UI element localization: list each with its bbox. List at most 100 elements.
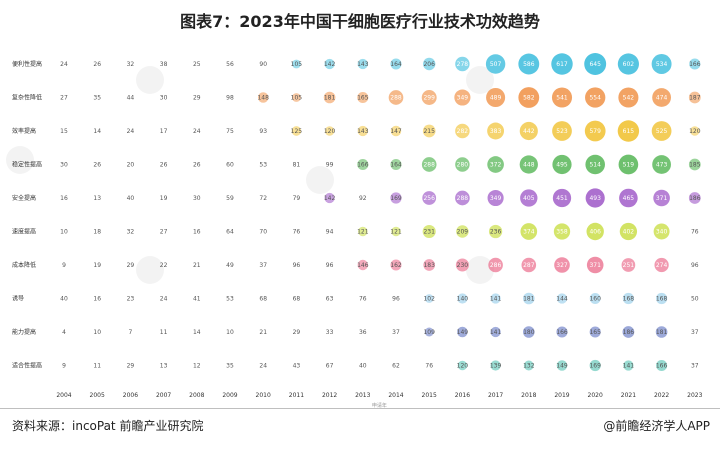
value-label: 37 xyxy=(392,329,400,336)
bubble-mark xyxy=(324,58,335,70)
bubble-mark xyxy=(688,192,701,204)
value-label: 493 xyxy=(589,195,601,202)
watermark-logo xyxy=(136,256,164,284)
bubble-mark xyxy=(291,93,301,102)
bubble-mark xyxy=(689,58,701,70)
value-label: 68 xyxy=(259,296,267,303)
value-label: 32 xyxy=(127,229,135,236)
value-label: 146 xyxy=(357,262,369,269)
bubble-mark xyxy=(653,223,670,240)
series-row: 效率提高 15 14 24 17 24 75 93 125 120 143 147 215 282 383 4… xyxy=(12,120,701,142)
value-label: 105 xyxy=(291,95,303,102)
value-label: 10 xyxy=(226,329,234,336)
value-label: 24 xyxy=(160,296,168,303)
bubble-mark xyxy=(455,56,470,72)
series-row: 适合性提高 9 11 29 13 12 35 24 43 67 40 62 76 120 139 132 149… xyxy=(12,359,699,372)
bubble-mark xyxy=(589,359,601,372)
bubble-mark xyxy=(523,326,535,338)
x-tick-label: 2013 xyxy=(355,392,370,399)
x-tick-label: 2004 xyxy=(56,392,71,399)
value-label: 164 xyxy=(390,61,402,68)
value-label: 181 xyxy=(324,95,336,102)
value-label: 406 xyxy=(589,229,601,236)
value-label: 448 xyxy=(523,162,535,169)
series-row: 诱导 40 16 23 24 41 53 68 68 63 76 96 102 140 141 181 144 1… xyxy=(12,292,699,305)
value-label: 30 xyxy=(60,162,68,169)
x-tick-label: 2020 xyxy=(588,392,603,399)
bubble-mark xyxy=(552,154,572,175)
x-tick-label: 2019 xyxy=(554,392,569,399)
value-label: 489 xyxy=(490,95,502,102)
bubble-mark xyxy=(291,126,302,136)
x-tick-label: 2018 xyxy=(521,392,536,399)
x-axis-caption: 申请年 xyxy=(372,402,387,408)
watermark-logo xyxy=(136,66,164,94)
value-label: 81 xyxy=(293,162,301,169)
value-label: 180 xyxy=(523,329,535,336)
value-label: 617 xyxy=(556,61,568,68)
bubble-mark xyxy=(423,57,436,71)
row-label: 复杂性降低 xyxy=(12,94,42,102)
bubble-mark xyxy=(521,257,537,273)
value-label: 41 xyxy=(193,296,201,303)
value-label: 534 xyxy=(656,61,668,68)
series-row: 稳定性提高 30 26 20 26 26 60 53 81 99 166 164 288 280 372 44… xyxy=(12,154,701,175)
value-label: 602 xyxy=(623,61,635,68)
value-label: 18 xyxy=(93,229,101,236)
value-label: 274 xyxy=(656,262,668,269)
bubble-mark xyxy=(357,91,369,104)
bubble-mark xyxy=(457,293,468,304)
value-label: 286 xyxy=(490,262,502,269)
value-label: 186 xyxy=(623,329,635,336)
value-label: 25 xyxy=(193,61,201,68)
value-label: 121 xyxy=(357,229,369,236)
value-label: 473 xyxy=(656,162,668,169)
value-label: 29 xyxy=(293,329,301,336)
value-label: 76 xyxy=(691,229,699,236)
value-label: 93 xyxy=(259,128,267,135)
value-label: 19 xyxy=(93,262,101,269)
bubble-mark xyxy=(424,294,434,303)
value-label: 125 xyxy=(291,128,303,135)
bubble-mark xyxy=(553,223,571,240)
bubble-mark xyxy=(655,326,668,338)
value-label: 166 xyxy=(556,329,568,336)
value-label: 96 xyxy=(691,262,699,269)
bubble-mark xyxy=(487,189,504,207)
bubble-mark xyxy=(422,124,436,138)
x-tick-label: 2011 xyxy=(289,392,304,399)
value-label: 349 xyxy=(490,195,502,202)
value-label: 64 xyxy=(226,229,234,236)
value-label: 16 xyxy=(193,229,201,236)
value-label: 185 xyxy=(689,162,701,169)
value-label: 17 xyxy=(160,128,168,135)
value-label: 53 xyxy=(226,296,234,303)
bubble-mark xyxy=(556,326,568,338)
value-label: 53 xyxy=(259,162,267,169)
value-label: 29 xyxy=(127,262,135,269)
value-label: 141 xyxy=(623,363,635,370)
value-label: 166 xyxy=(689,61,701,68)
bubble-mark xyxy=(457,360,468,371)
value-label: 4 xyxy=(62,329,66,336)
row-label: 便利性提高 xyxy=(12,60,42,68)
value-label: 68 xyxy=(293,296,301,303)
value-label: 371 xyxy=(589,262,601,269)
value-label: 27 xyxy=(160,229,168,236)
value-label: 451 xyxy=(556,195,568,202)
value-label: 40 xyxy=(127,195,135,202)
value-label: 62 xyxy=(392,363,400,370)
bubble-mark xyxy=(486,87,506,108)
bubble-mark xyxy=(552,121,572,141)
value-label: 230 xyxy=(457,262,469,269)
value-label: 59 xyxy=(226,195,234,202)
bubble-mark xyxy=(490,360,501,371)
bubble-mark xyxy=(622,326,635,338)
bubble-mark xyxy=(454,89,471,106)
value-label: 141 xyxy=(490,329,502,336)
bubble-mark xyxy=(358,226,368,237)
bubble-mark xyxy=(656,359,668,372)
value-label: 24 xyxy=(259,363,267,370)
value-label: 519 xyxy=(623,162,635,169)
bubble-mark xyxy=(556,293,568,304)
